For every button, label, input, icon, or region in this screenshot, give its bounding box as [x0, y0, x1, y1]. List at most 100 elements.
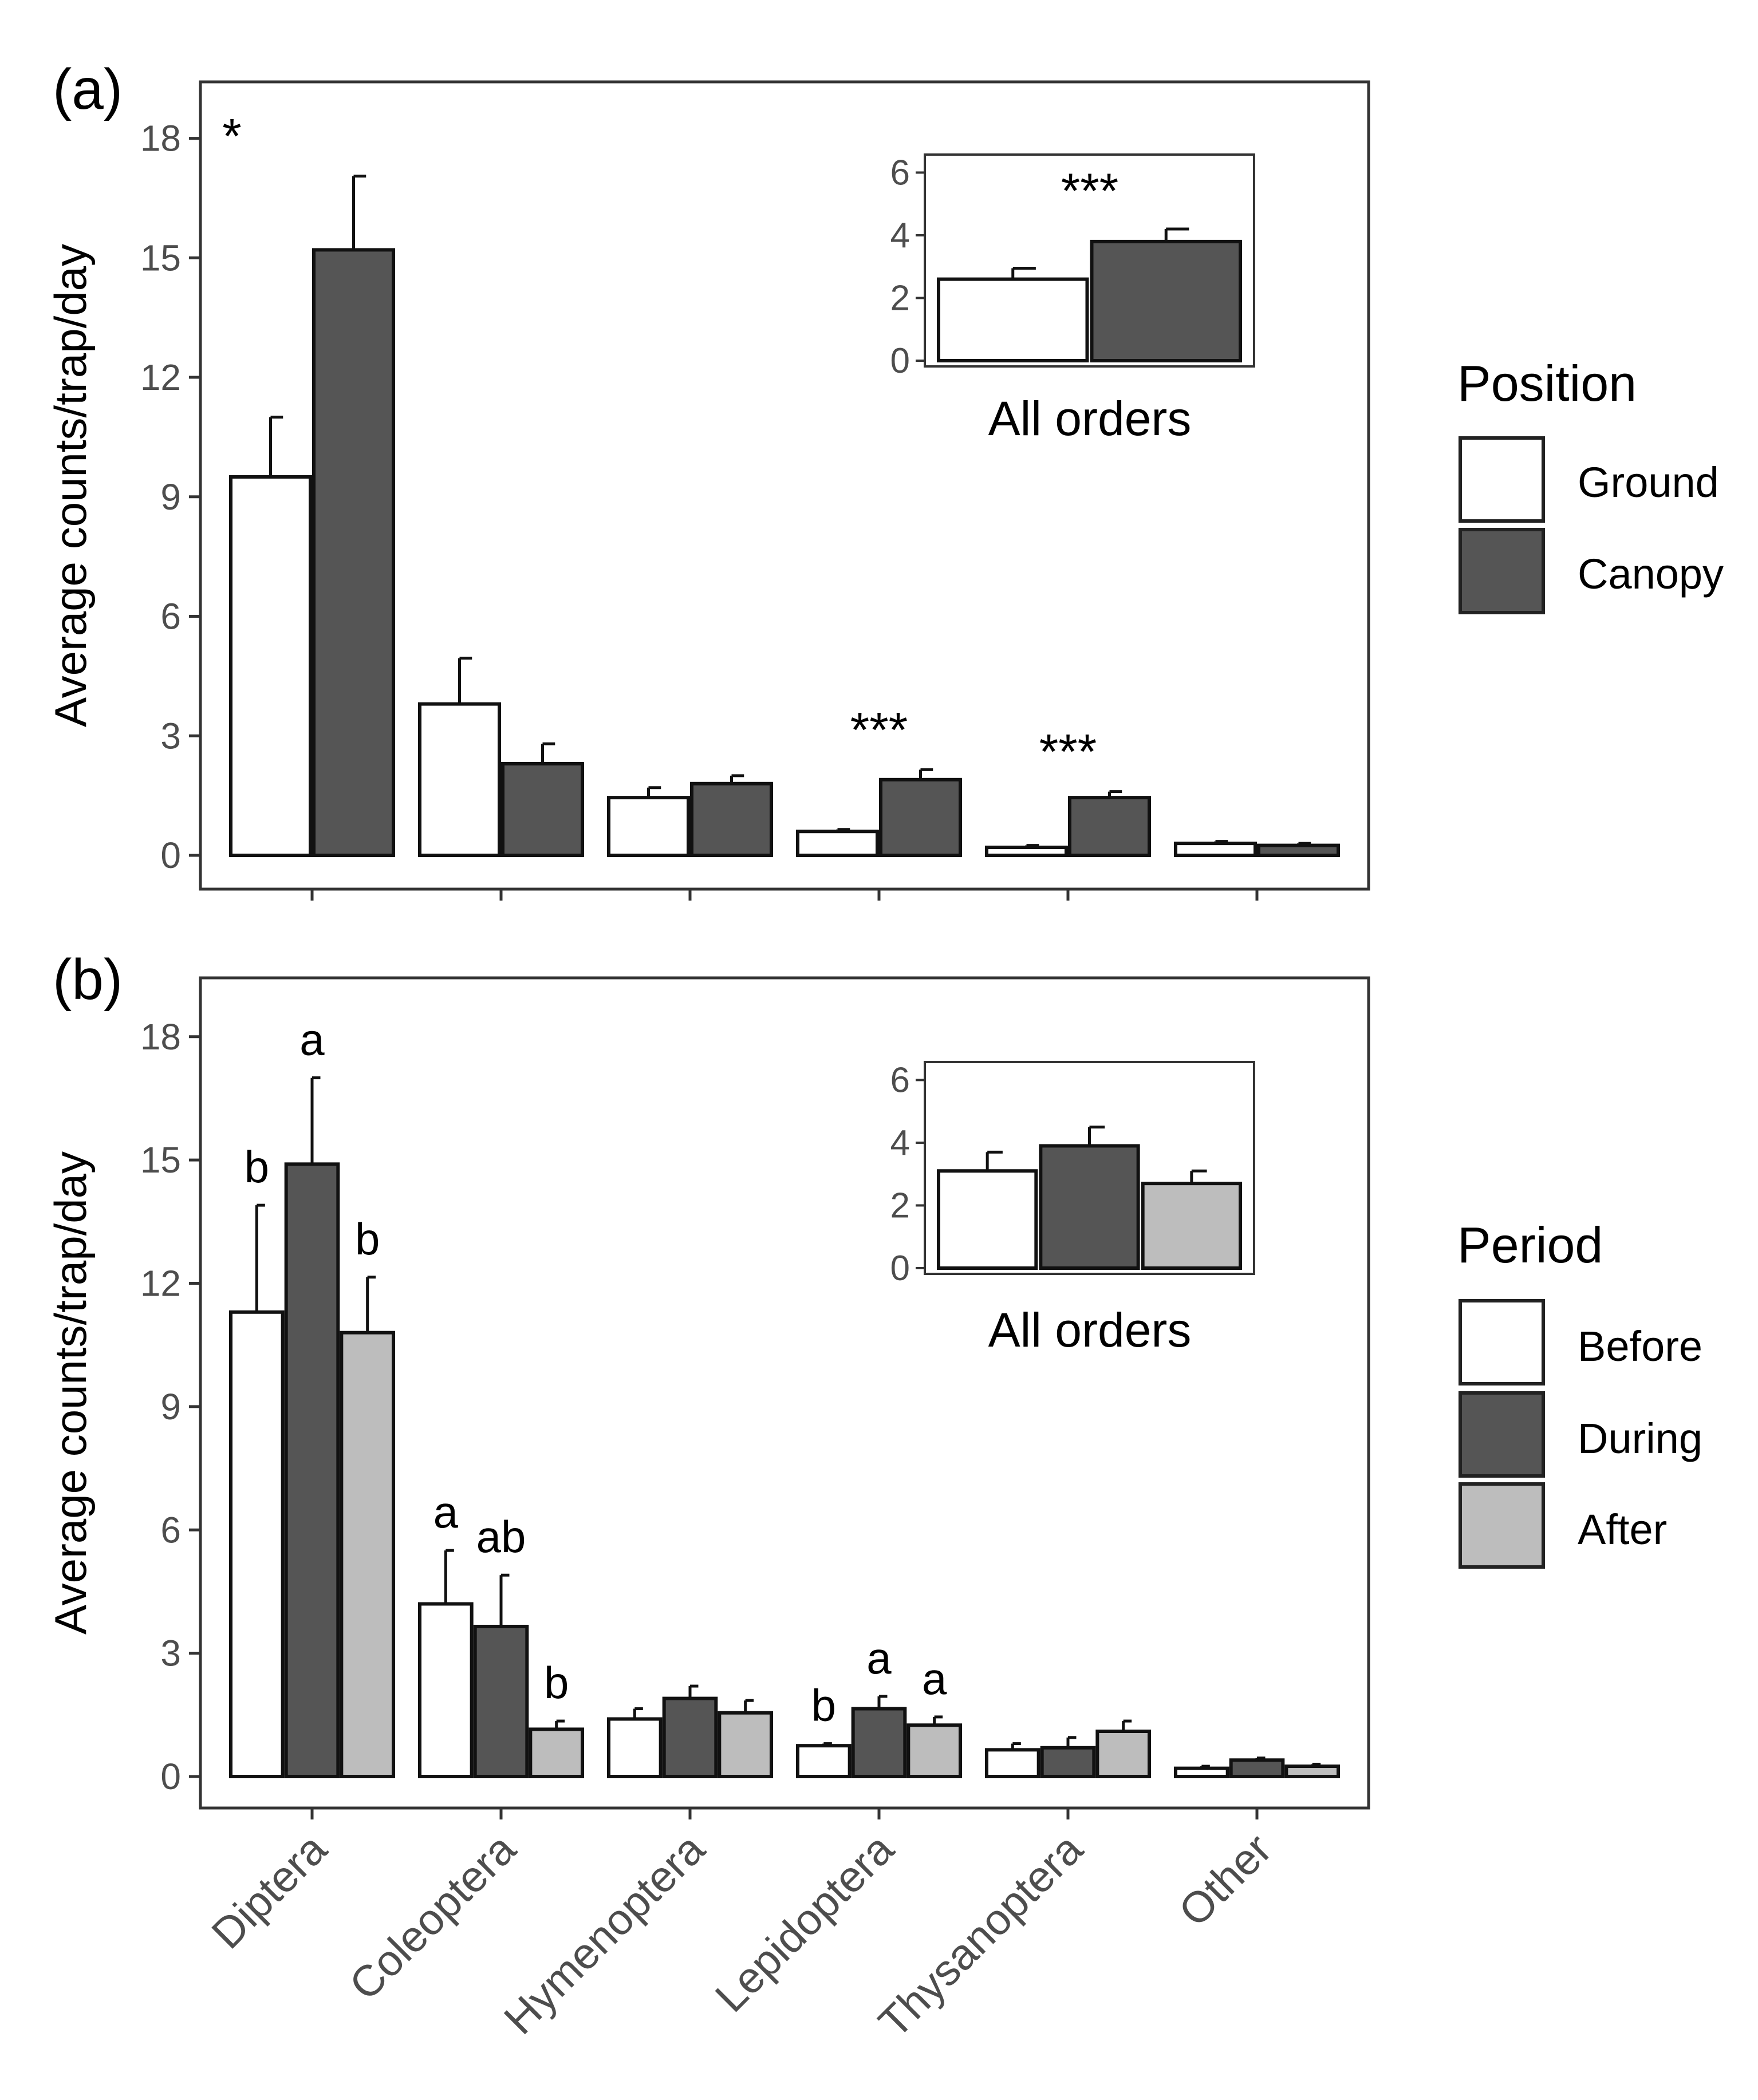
panel-b-letter-diptera-after: b [355, 1214, 380, 1264]
panel-b-letter-lepidoptera-during: a [866, 1633, 892, 1683]
panel-b-inset-bar-0 [937, 1169, 1038, 1270]
panel-a-frame [199, 80, 1370, 891]
panel-a-y-axis-label: Average counts/trap/day [45, 244, 96, 727]
x-label-lepidoptera: Lepidoptera [706, 1824, 903, 2021]
panel-b-inset-y-axis: 0 2 4 6 [890, 1060, 925, 1288]
panel-b-bar-hymenoptera-during [662, 1696, 718, 1779]
panel-a-inset-bars [937, 227, 1242, 362]
panel-b-ytick-label-18: 18 [140, 1016, 181, 1057]
panel-a-bar-other-canopy [1257, 843, 1340, 857]
panel-a-inset-ytick-label-0: 0 [890, 341, 910, 381]
panel-b-bar-coleoptera-after [529, 1727, 584, 1779]
panel-b-ytick-label-15: 15 [140, 1139, 181, 1181]
panel-a-x-ticks [310, 889, 1259, 901]
x-label-coleoptera: Coleoptera [340, 1824, 526, 2010]
panel-b-ytick-label-6: 6 [160, 1509, 181, 1550]
panel-b-bar-lepidoptera-after [906, 1723, 963, 1779]
panel-b-bar-hymenoptera-after [718, 1711, 774, 1778]
panel-a-bar-other-ground [1174, 842, 1257, 858]
panel-a-bar-thysanoptera-ground [985, 846, 1068, 858]
panel-b-bar-lepidoptera-before [796, 1744, 852, 1779]
panel-b-letter-coleoptera-before: a [433, 1487, 459, 1537]
panel-b-inset-ytick-label-0: 0 [890, 1249, 910, 1288]
panel-a-bar-lepidoptera-ground [796, 830, 879, 858]
legend-during-label: During [1578, 1415, 1702, 1462]
panel-b-bar-diptera-before [229, 1310, 285, 1779]
panel-a-significance-diptera: * [222, 109, 241, 164]
panel-b-bar-thysanoptera-before [985, 1748, 1040, 1779]
panel-a-ytick-label-12: 12 [140, 357, 181, 398]
panel-b-inset-ytick-label-4: 4 [890, 1123, 910, 1163]
panel-b-bar-coleoptera-during [473, 1624, 529, 1779]
panel-b-legend: Period Before During After [1457, 1217, 1702, 1569]
panel-b: (b) Average counts/trap/day 0 3 6 9 12 15 18 b… [45, 948, 1702, 2047]
panel-a-annotations: **** *** [222, 109, 1097, 780]
panel-a-bar-coleoptera-canopy [501, 761, 584, 857]
panel-a-inset-ytick-label-2: 2 [890, 278, 910, 318]
panel-b-ytick-label-0: 0 [160, 1756, 181, 1797]
x-category-labels: Diptera ColeopteraHymenopteraLepidopteraT… [203, 1824, 1281, 2047]
legend-canopy-key [1459, 528, 1545, 614]
panel-b-letter-lepidoptera-before: b [811, 1680, 836, 1731]
x-label-other: Other [1170, 1825, 1282, 1936]
panel-a-ytick-label-0: 0 [160, 835, 181, 876]
panel-a-significance-lepidoptera: *** [850, 702, 908, 757]
panel-a-bars [229, 175, 1340, 858]
panel-b-inset-bar-2 [1141, 1182, 1242, 1270]
panel-a-bar-hymenoptera-canopy [690, 781, 773, 858]
panel-b-inset-x-label: All orders [988, 1303, 1192, 1357]
panel-b-bar-coleoptera-before [418, 1602, 474, 1778]
panel-b-bar-lepidoptera-during [851, 1707, 907, 1778]
x-label-diptera: Diptera [203, 1824, 337, 1958]
panel-b-bar-thysanoptera-during [1040, 1746, 1096, 1778]
panel-b-inset-ytick-label-6: 6 [890, 1060, 910, 1100]
panel-b-label: (b) [53, 948, 123, 1012]
x-label-hymenoptera: Hymenoptera [495, 1824, 714, 2043]
panel-a-bar-lepidoptera-canopy [879, 777, 962, 858]
panel-b-ytick-label-12: 12 [140, 1263, 181, 1304]
panel-a-inset-x-label: All orders [988, 392, 1192, 445]
panel-a-inset-bar-0 [937, 277, 1089, 362]
panel-b-bar-hymenoptera-before [607, 1717, 663, 1778]
panel-a-ytick-label-6: 6 [160, 596, 181, 637]
panel-b-bar-other-before [1174, 1766, 1229, 1778]
panel-b-y-axis: 0 3 6 9 12 15 18 [140, 1016, 200, 1797]
panel-a-ytick-label-3: 3 [160, 715, 181, 756]
panel-a-bar-diptera-canopy [312, 248, 395, 857]
legend-after-key [1459, 1482, 1545, 1569]
legend-before-label: Before [1578, 1323, 1702, 1370]
panel-a-inset-y-axis: 0 2 4 6 [890, 153, 925, 381]
panel-b-letter-lepidoptera-after: a [922, 1653, 947, 1704]
panel-b-inset-bars [937, 1126, 1242, 1270]
panel-a-bar-coleoptera-ground [418, 702, 501, 857]
panel-b-inset-bar-1 [1039, 1144, 1140, 1270]
panel-b-letter-coleoptera-during: ab [476, 1511, 526, 1562]
panel-a-inset-ytick-label-6: 6 [890, 153, 910, 192]
legend-ground-label: Ground [1578, 459, 1719, 506]
legend-before-key [1459, 1299, 1545, 1385]
panel-b-bar-diptera-after [340, 1331, 395, 1778]
panel-b-bar-diptera-during [284, 1162, 340, 1778]
panel-a-bar-diptera-ground [229, 475, 312, 857]
panel-b-inset-ytick-label-2: 2 [890, 1186, 910, 1225]
panel-a-legend: Position Ground Canopy [1457, 355, 1724, 614]
legend-after-label: After [1578, 1506, 1667, 1553]
legend-period-title: Period [1457, 1217, 1603, 1273]
panel-b-letter-diptera-during: a [299, 1015, 325, 1065]
panel-b-x-ticks [310, 1808, 1259, 1819]
panel-a-label: (a) [53, 57, 123, 121]
x-label-thysanoptera: Thysanoptera [869, 1824, 1092, 2047]
panel-b-inset: 0 2 4 6 All orders [890, 1060, 1255, 1357]
panel-a-inset-significance: *** [1061, 164, 1118, 219]
panel-a-significance-thysanoptera: *** [1039, 725, 1097, 780]
panel-a-y-axis: 0 3 6 9 12 15 18 [140, 118, 200, 876]
panel-a-bar-hymenoptera-ground [607, 796, 690, 857]
panel-a-ytick-label-9: 9 [160, 476, 181, 518]
panel-b-letter-coleoptera-after: b [544, 1657, 569, 1708]
legend-ground-key [1459, 436, 1545, 523]
legend-canopy-label: Canopy [1578, 550, 1724, 598]
panel-b-ytick-label-9: 9 [160, 1386, 181, 1427]
panel-b-frame [199, 976, 1370, 1810]
